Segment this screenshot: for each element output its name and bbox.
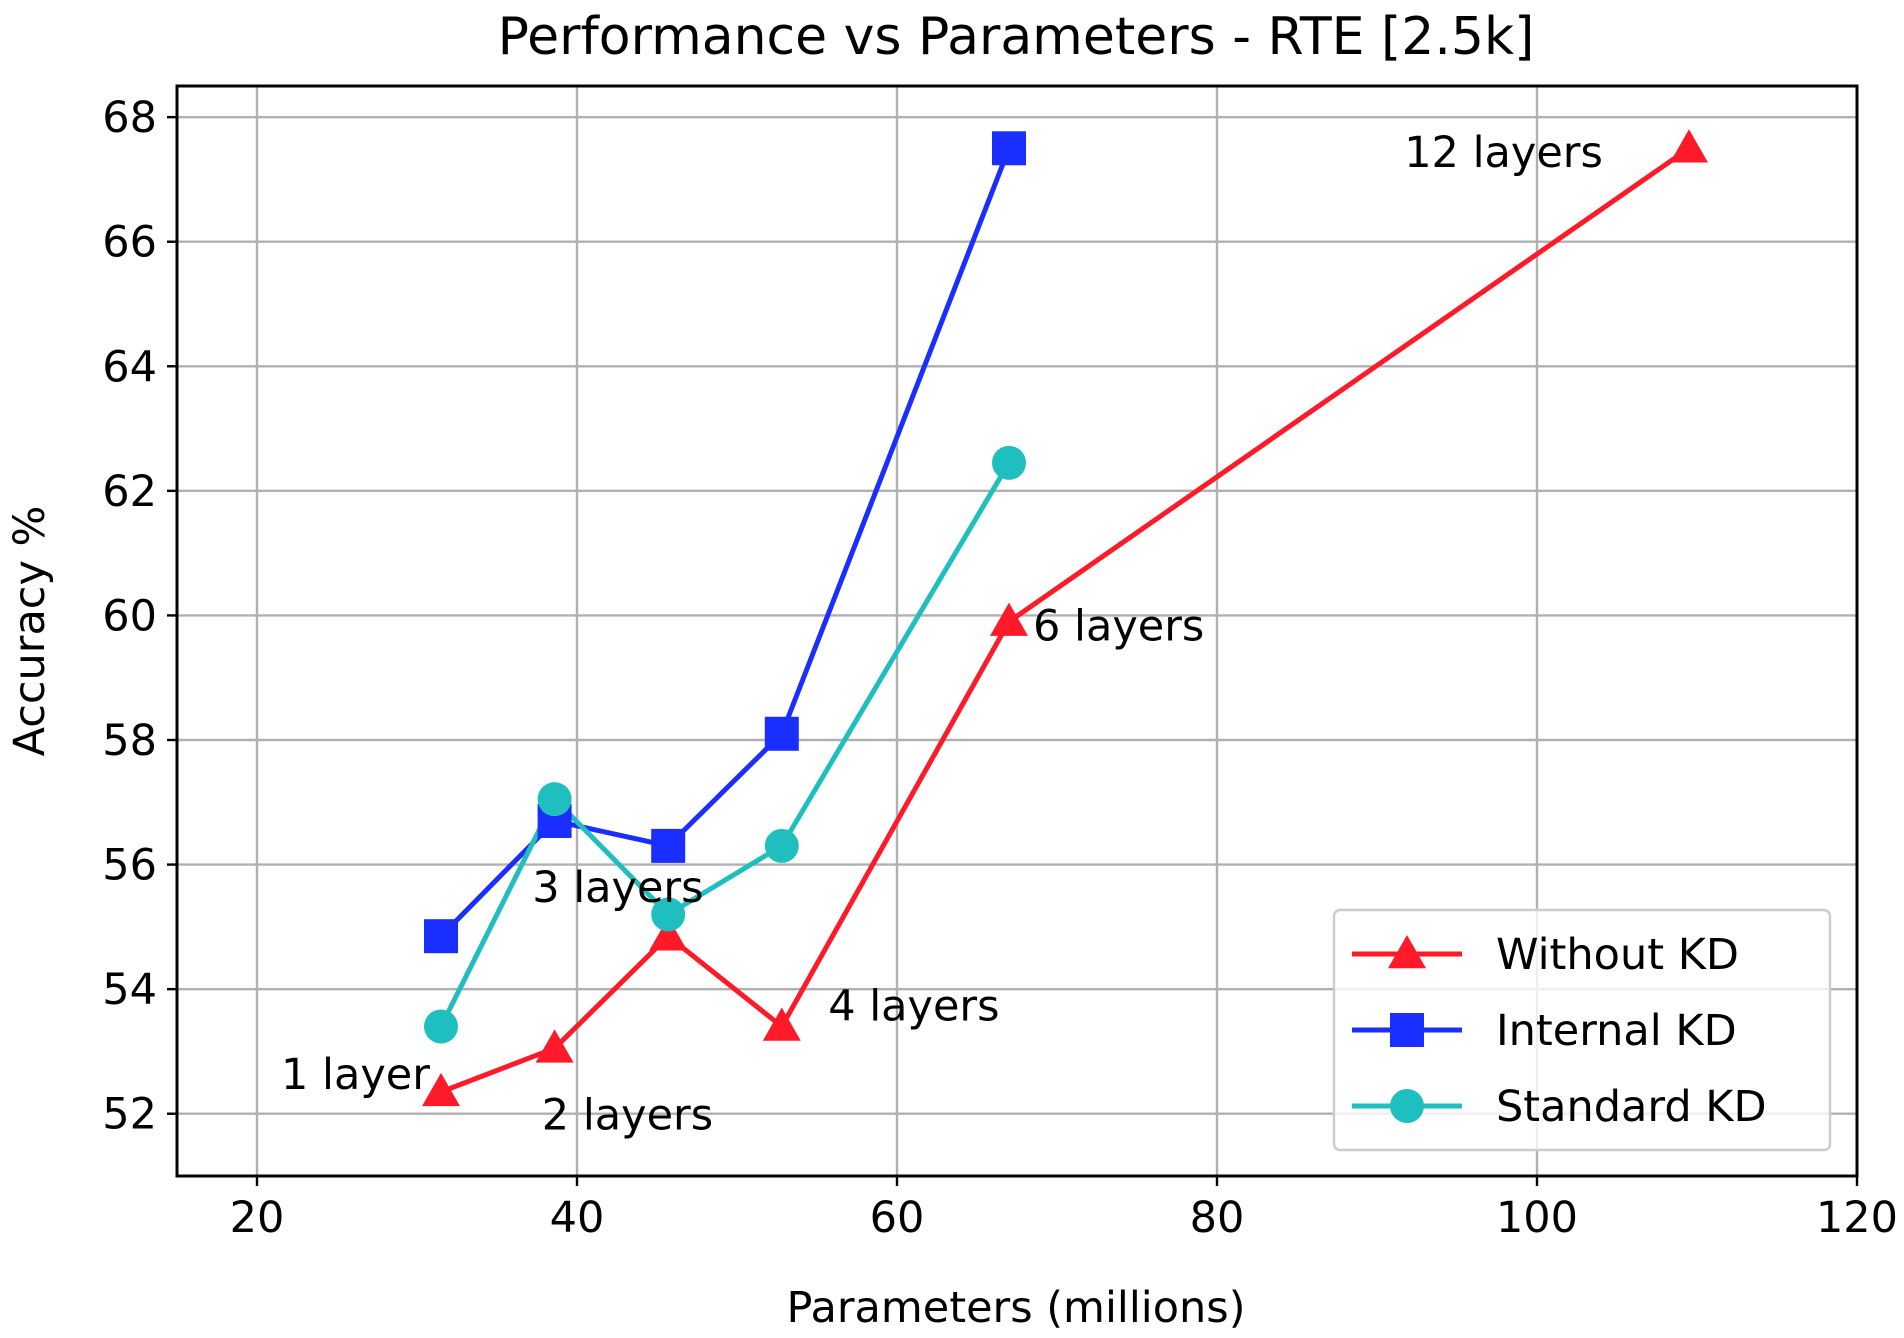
internal-kd-line [439,147,1012,938]
standard-kd-point [764,828,799,863]
annotation-label: 6 layers [1033,601,1204,651]
without-kd-point [1670,129,1708,163]
without-kd-point [535,1029,574,1063]
x-tick-label: 120 [1816,1193,1898,1243]
annotations: 1 layer 2 layers 3 layers 4 layers 6 layers 1… [281,128,1603,1140]
standard-kd-point [992,445,1026,480]
legend-without-kd-marker [1388,935,1426,969]
legend-items: Without KD Internal KD Standard KD [1352,930,1767,1132]
legend-internal-kd-label: Internal KD [1496,1006,1737,1056]
standard-kd-line [438,461,1012,1028]
annotation-label: 3 layers [532,863,703,913]
legend: Without KD Internal KD Standard KD [1332,908,1832,1152]
plot-frame [175,84,1859,1178]
axis-ticks: 20 40 60 80 100 120 52 54 56 58 60 62 64 66 68 [102,93,1898,1243]
y-tick-label: 68 [102,93,157,143]
y-tick-label: 58 [102,716,157,766]
annotation-label: 1 layer [281,1050,430,1100]
x-axis-label: Parameters (millions) [787,1283,1246,1333]
internal-kd-point [424,919,458,954]
x-tick-label: 40 [550,1193,605,1243]
y-tick-label: 60 [102,591,157,641]
x-tick-label: 60 [870,1193,925,1243]
legend-standard-kd-marker [1390,1089,1424,1123]
legend-without-kd-label: Without KD [1496,930,1739,980]
standard-kd-point [651,897,686,932]
y-tick-label: 56 [102,841,157,891]
y-tick-label: 62 [102,467,157,517]
internal-kd-point [764,716,799,751]
without-kd-point [649,917,688,951]
legend-standard-kd-label: Standard KD [1496,1082,1767,1132]
internal-kd-point [992,131,1026,166]
chart-title: Performance vs Parameters - RTE [2.5k] [498,7,1535,67]
annotation-label: 4 layers [828,981,999,1031]
annotation-label: 2 layers [542,1090,713,1140]
standard-kd-point [537,782,572,817]
annotation-label: 12 layers [1404,128,1603,178]
without-kd-line [440,146,1691,1095]
legend-box [1332,908,1832,1152]
y-axis-label: Accuracy % [5,506,55,757]
series-markers [422,129,1708,1107]
without-kd-point [990,602,1028,636]
without-kd-point [422,1072,460,1107]
y-tick-label: 54 [102,965,157,1015]
standard-kd-point [424,1009,458,1044]
x-tick-label: 100 [1496,1193,1578,1243]
y-tick-label: 66 [102,218,157,268]
y-tick-label: 52 [102,1090,157,1140]
legend-internal-kd-marker [1390,1013,1424,1047]
internal-kd-point [651,828,686,863]
y-tick-label: 64 [102,342,157,392]
without-kd-point [762,1007,801,1041]
x-tick-label: 80 [1190,1193,1245,1243]
x-tick-label: 20 [230,1193,285,1243]
